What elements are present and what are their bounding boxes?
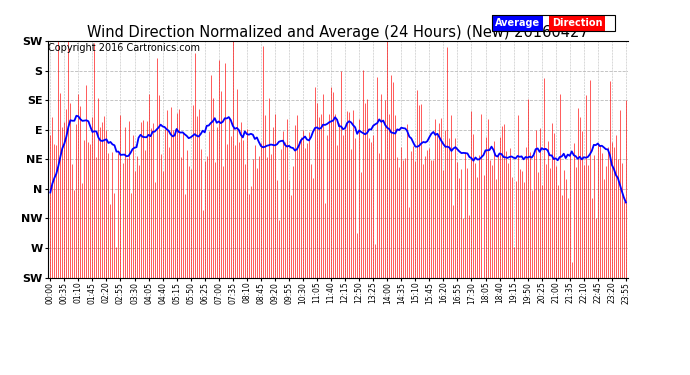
Text: Average: Average [495, 18, 540, 28]
Text: Copyright 2016 Cartronics.com: Copyright 2016 Cartronics.com [48, 43, 200, 53]
Title: Wind Direction Normalized and Average (24 Hours) (New) 20160427: Wind Direction Normalized and Average (2… [87, 25, 589, 40]
Text: Direction: Direction [552, 18, 602, 28]
